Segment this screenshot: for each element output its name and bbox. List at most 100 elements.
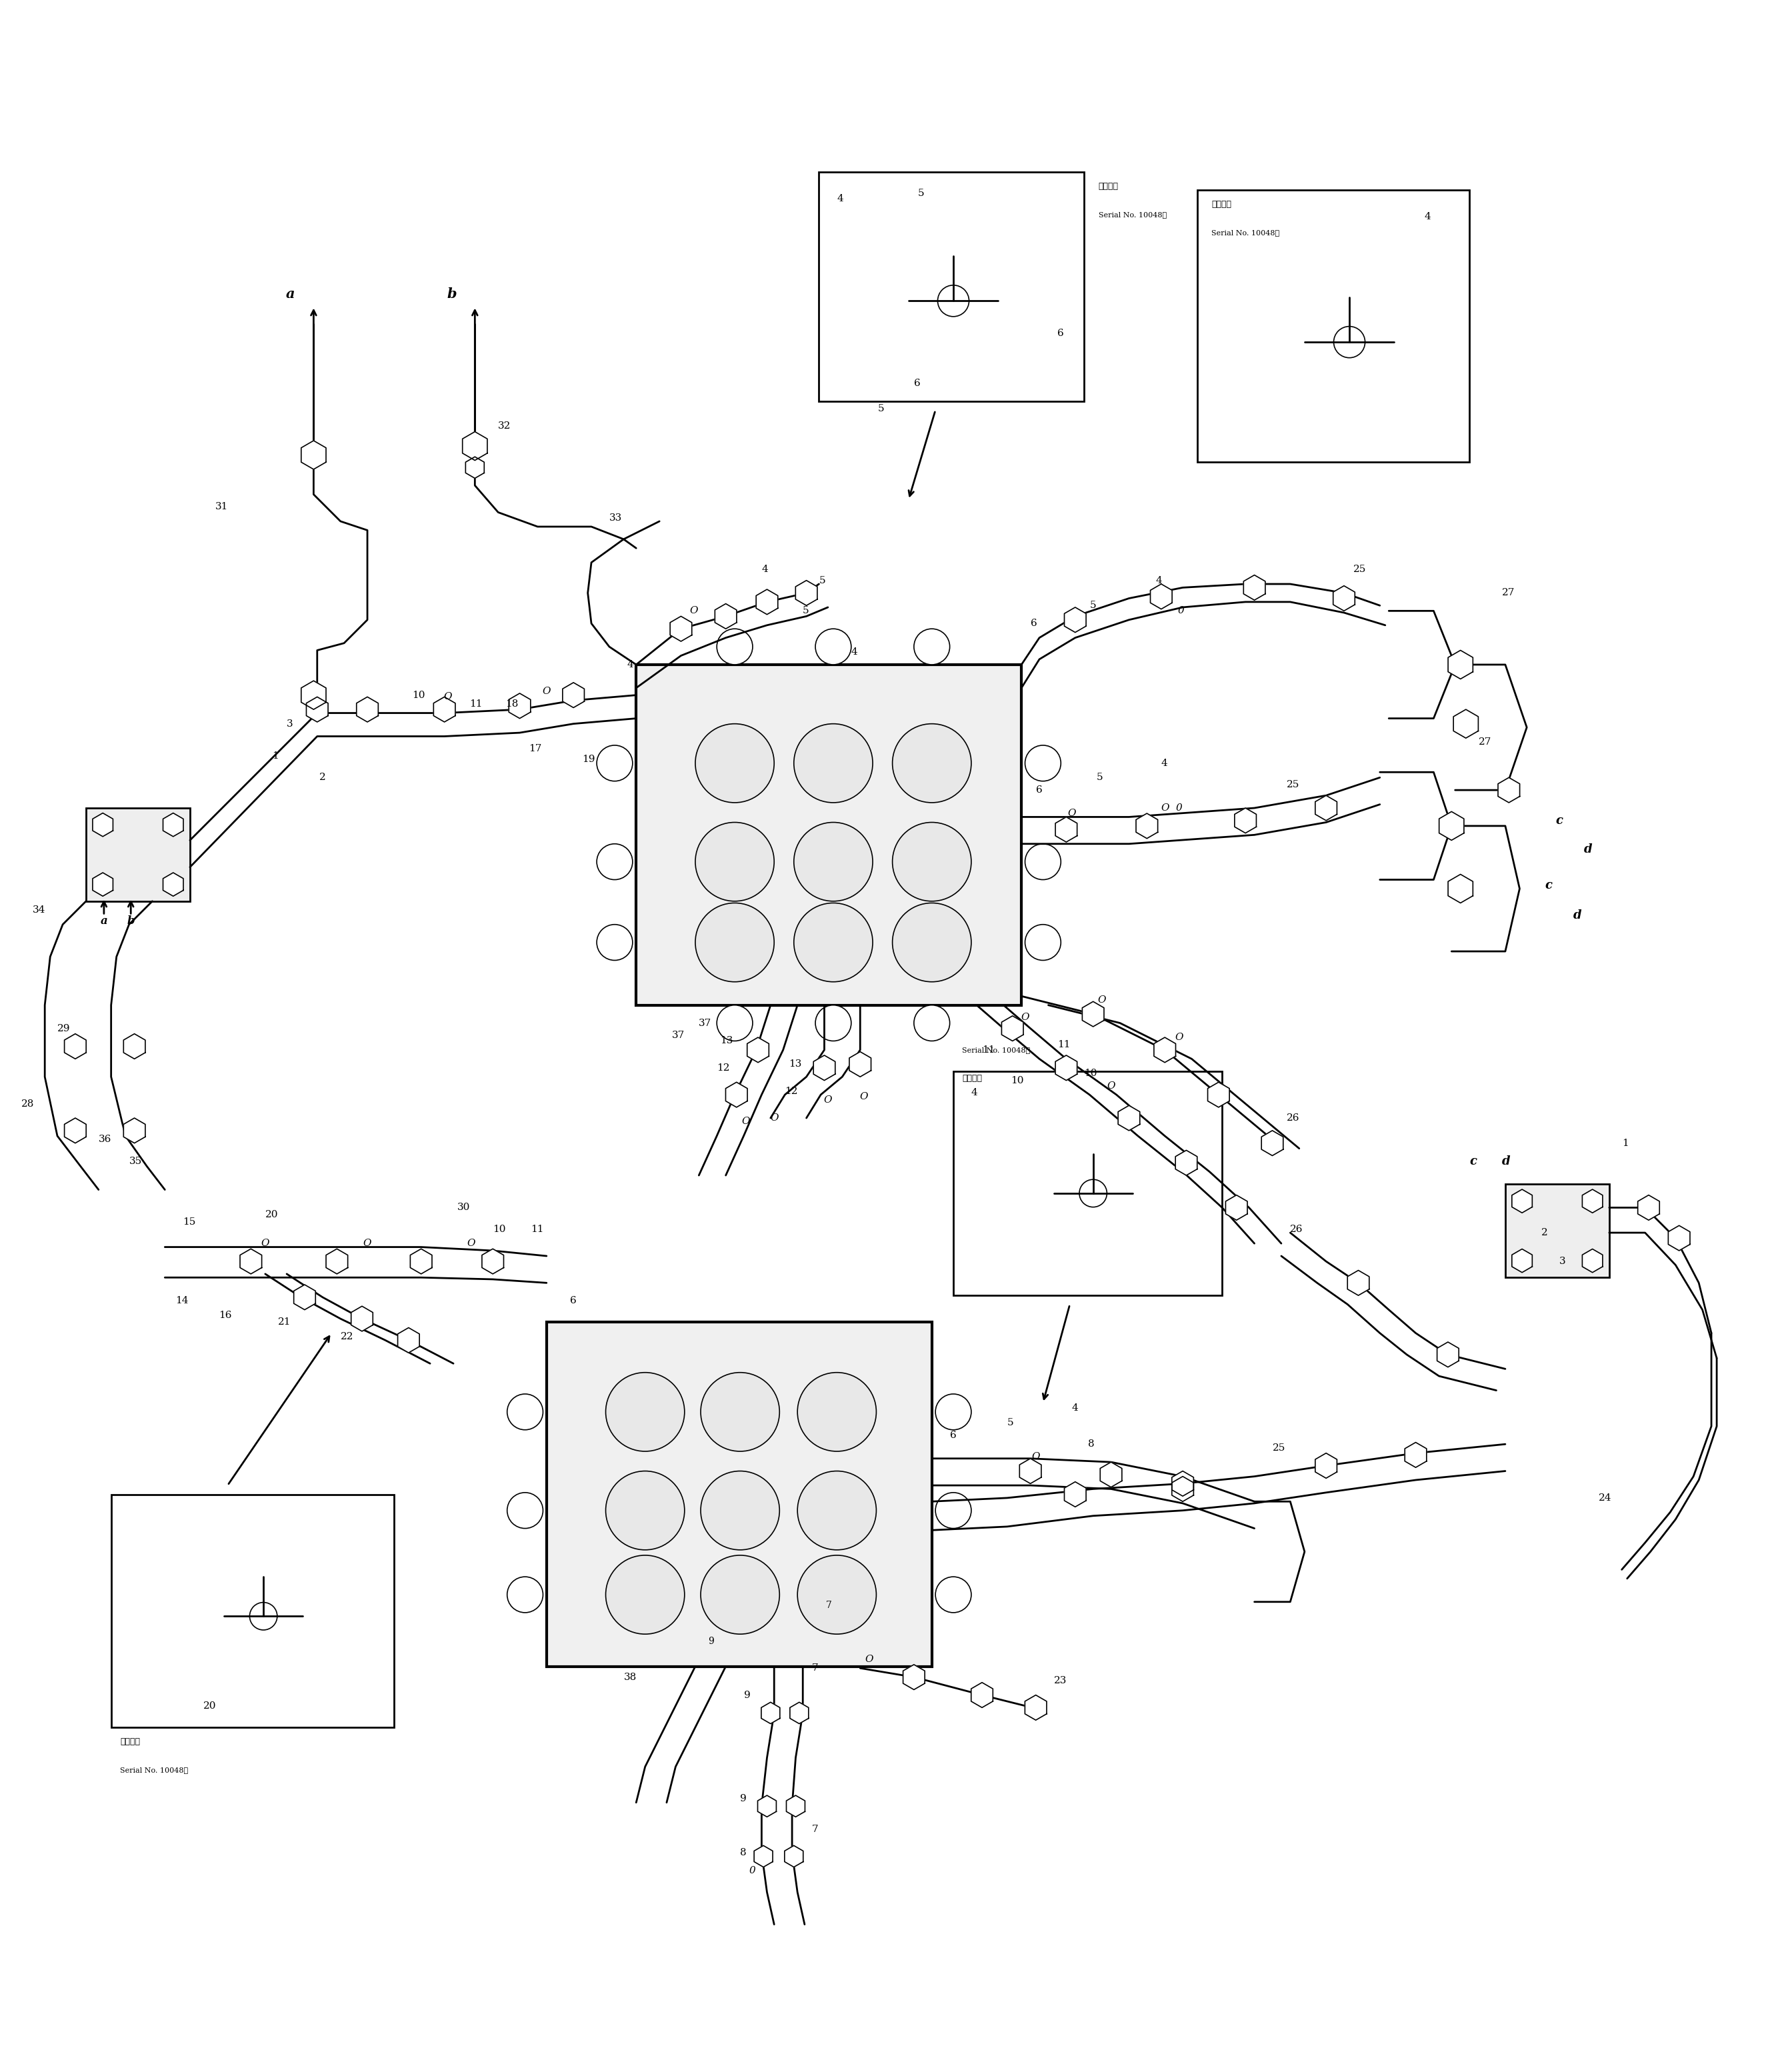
- Text: O: O: [771, 1112, 778, 1123]
- Circle shape: [935, 1577, 971, 1612]
- Polygon shape: [814, 1055, 835, 1079]
- Text: 5: 5: [1007, 1418, 1014, 1428]
- Text: 25: 25: [1272, 1443, 1285, 1453]
- Text: 24: 24: [1598, 1492, 1611, 1503]
- Text: 6: 6: [570, 1296, 577, 1304]
- Text: 12: 12: [717, 1063, 729, 1073]
- Polygon shape: [1020, 1459, 1041, 1484]
- Polygon shape: [790, 1703, 808, 1723]
- Text: b: b: [127, 914, 134, 927]
- Bar: [953, 1071, 1222, 1296]
- Polygon shape: [1172, 1476, 1193, 1501]
- Text: 4: 4: [1156, 576, 1163, 584]
- Polygon shape: [1638, 1195, 1659, 1220]
- Polygon shape: [754, 1845, 772, 1868]
- Text: 19: 19: [582, 755, 595, 764]
- Polygon shape: [326, 1249, 348, 1273]
- Polygon shape: [903, 1664, 925, 1690]
- Text: 26: 26: [1290, 1224, 1303, 1234]
- Circle shape: [695, 724, 774, 803]
- Text: 0: 0: [1177, 607, 1185, 615]
- Text: 適用号機: 適用号機: [1098, 182, 1118, 190]
- Polygon shape: [65, 1034, 86, 1059]
- Text: 2: 2: [1541, 1228, 1548, 1238]
- Text: a: a: [100, 914, 108, 927]
- Text: 4: 4: [1425, 213, 1432, 221]
- Text: 4: 4: [762, 566, 769, 574]
- Text: 1: 1: [1622, 1139, 1629, 1148]
- Text: c: c: [1469, 1156, 1477, 1166]
- Polygon shape: [785, 1845, 803, 1868]
- Circle shape: [935, 1393, 971, 1430]
- Circle shape: [695, 821, 774, 902]
- Circle shape: [797, 1556, 876, 1635]
- Text: 36: 36: [99, 1135, 111, 1143]
- Text: 6: 6: [1057, 328, 1064, 338]
- Bar: [111, 1494, 394, 1728]
- Circle shape: [606, 1556, 685, 1635]
- Polygon shape: [163, 873, 183, 896]
- Text: O: O: [364, 1238, 371, 1249]
- Text: 6: 6: [950, 1430, 957, 1441]
- Text: 適用号機: 適用号機: [1211, 200, 1231, 208]
- Polygon shape: [1055, 1055, 1077, 1079]
- Circle shape: [1025, 745, 1061, 780]
- Circle shape: [892, 821, 971, 902]
- Bar: [86, 807, 190, 902]
- Polygon shape: [670, 617, 692, 642]
- Polygon shape: [1439, 811, 1464, 840]
- Text: 5: 5: [878, 405, 885, 413]
- Polygon shape: [1498, 778, 1520, 803]
- Polygon shape: [747, 1038, 769, 1063]
- Text: Serial No. 10048～: Serial No. 10048～: [962, 1046, 1030, 1053]
- Circle shape: [794, 724, 873, 803]
- Circle shape: [507, 1393, 543, 1430]
- Polygon shape: [1512, 1249, 1532, 1273]
- Text: 27: 27: [1502, 588, 1514, 599]
- Text: 10: 10: [1011, 1075, 1023, 1086]
- Circle shape: [606, 1373, 685, 1451]
- Text: 11: 11: [530, 1224, 543, 1234]
- Text: 37: 37: [672, 1030, 685, 1040]
- Polygon shape: [1002, 1015, 1023, 1040]
- Bar: [1505, 1185, 1609, 1278]
- Polygon shape: [1226, 1195, 1247, 1220]
- Circle shape: [606, 1472, 685, 1550]
- Text: 27: 27: [1478, 737, 1491, 747]
- Polygon shape: [351, 1307, 373, 1331]
- Text: 34: 34: [32, 906, 45, 914]
- Text: 23: 23: [1054, 1676, 1066, 1686]
- Circle shape: [701, 1472, 780, 1550]
- Bar: [1197, 190, 1469, 462]
- Polygon shape: [796, 580, 817, 605]
- Text: 9: 9: [740, 1794, 747, 1804]
- Polygon shape: [1136, 813, 1158, 838]
- Circle shape: [717, 630, 753, 665]
- Text: 16: 16: [219, 1311, 231, 1319]
- Circle shape: [914, 630, 950, 665]
- Polygon shape: [65, 1119, 86, 1143]
- Text: 4: 4: [837, 194, 844, 204]
- Text: 3: 3: [287, 718, 294, 729]
- Polygon shape: [758, 1796, 776, 1816]
- Circle shape: [507, 1577, 543, 1612]
- Text: 32: 32: [498, 421, 511, 431]
- Polygon shape: [726, 1082, 747, 1106]
- Circle shape: [1025, 925, 1061, 960]
- Polygon shape: [466, 456, 484, 479]
- Polygon shape: [1333, 586, 1355, 611]
- Polygon shape: [93, 813, 113, 836]
- Text: 6: 6: [1036, 786, 1043, 795]
- Polygon shape: [1348, 1269, 1369, 1296]
- Text: O: O: [262, 1238, 269, 1249]
- Circle shape: [797, 1472, 876, 1550]
- Polygon shape: [715, 603, 737, 630]
- Polygon shape: [1437, 1342, 1459, 1366]
- Text: 5: 5: [918, 188, 925, 198]
- Polygon shape: [357, 698, 378, 722]
- Polygon shape: [482, 1249, 504, 1273]
- Polygon shape: [1208, 1082, 1229, 1106]
- Text: 35: 35: [129, 1156, 142, 1166]
- Polygon shape: [1064, 607, 1086, 632]
- Polygon shape: [434, 698, 455, 722]
